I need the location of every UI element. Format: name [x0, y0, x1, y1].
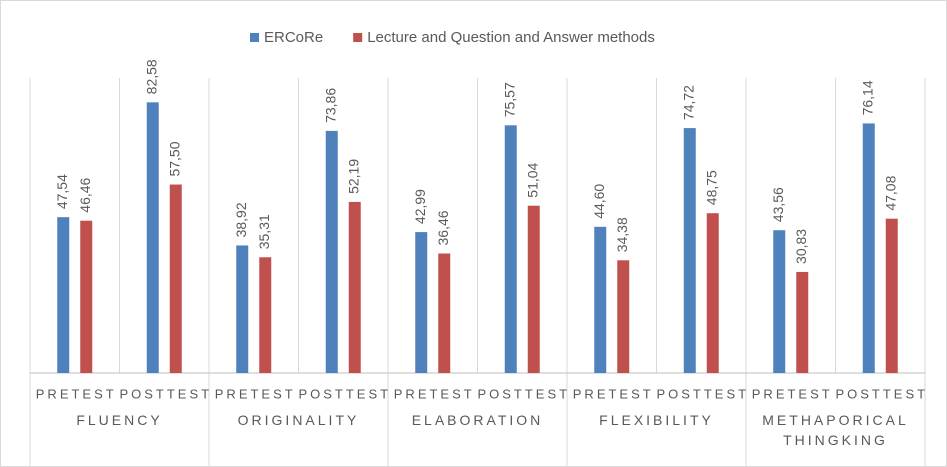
data-label: 76,14: [859, 80, 875, 115]
bar: [706, 213, 719, 373]
data-label: 46,46: [77, 177, 93, 212]
data-label: 36,46: [435, 210, 451, 245]
data-label: 48,75: [703, 170, 719, 205]
x-tick-label: POSTTEST: [477, 386, 570, 401]
bar: [80, 220, 93, 373]
data-label: 30,83: [793, 229, 809, 264]
x-tick-label: POSTTEST: [835, 386, 928, 401]
bar: [885, 218, 898, 373]
data-label: 52,19: [345, 159, 361, 194]
group-label: ELABORATION: [411, 412, 544, 428]
data-label: 47,54: [54, 174, 70, 209]
data-label: 75,57: [501, 82, 517, 117]
bar: [683, 128, 696, 373]
bar: [796, 271, 809, 373]
legend-swatch: [353, 33, 363, 42]
bar: [773, 230, 786, 373]
x-tick-label: PRETEST: [573, 386, 654, 401]
data-label: 34,38: [614, 217, 630, 252]
x-tick-label: PRETEST: [752, 386, 833, 401]
bar: [169, 184, 182, 373]
data-label: 35,31: [256, 214, 272, 249]
bar: [348, 201, 361, 373]
bar: [617, 260, 630, 373]
x-tick-label: POSTTEST: [119, 386, 212, 401]
group-label: ORIGINALITY: [237, 412, 360, 428]
bar: [594, 226, 607, 373]
group-label: FLUENCY: [76, 412, 163, 428]
bar: [504, 125, 517, 373]
x-tick-label: PRETEST: [215, 386, 296, 401]
legend-label: ERCoRe: [264, 29, 323, 46]
x-tick-label: PRETEST: [36, 386, 117, 401]
bar: [438, 253, 451, 373]
bar: [146, 102, 159, 374]
bar: [862, 123, 875, 374]
data-label: 82,58: [143, 59, 159, 94]
group-label: METHAPORICAL THINGKING: [762, 412, 909, 448]
data-label: 73,86: [322, 88, 338, 123]
bar: [259, 257, 272, 373]
group-label: FLEXIBILITY: [599, 412, 714, 428]
data-label: 74,72: [680, 85, 696, 120]
data-label: 38,92: [233, 202, 249, 237]
legend-swatch: [250, 33, 259, 42]
x-tick-label: POSTTEST: [656, 386, 749, 401]
legend-label: Lecture and Question and Answer methods: [367, 29, 655, 46]
bar: [527, 205, 540, 373]
data-label: 57,50: [166, 141, 182, 176]
data-label: 47,08: [882, 175, 898, 210]
bar: [325, 130, 338, 373]
data-label: 42,99: [412, 189, 428, 224]
bar: [415, 232, 428, 373]
bar: [57, 217, 70, 373]
bar: [236, 245, 249, 373]
data-label: 44,60: [591, 184, 607, 219]
data-label: 43,56: [770, 187, 786, 222]
x-tick-label: PRETEST: [394, 386, 475, 401]
x-tick-label: POSTTEST: [298, 386, 391, 401]
data-label: 51,04: [524, 162, 540, 197]
